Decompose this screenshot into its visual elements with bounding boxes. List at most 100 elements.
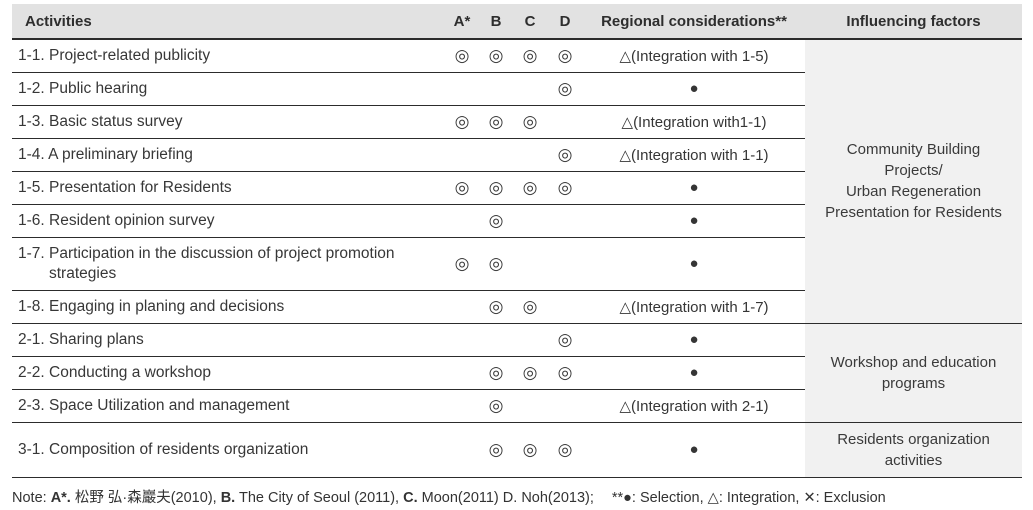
mark-c-cell: [513, 389, 547, 423]
mark-d-cell: [547, 389, 583, 423]
mark-c-cell: [513, 72, 547, 106]
regional-cell: ●: [583, 356, 805, 390]
activity-cell: 1-4. A preliminary briefing: [12, 138, 445, 172]
regional-cell: △(Integration with 1-5): [583, 39, 805, 73]
mark-a-cell: [445, 138, 479, 172]
activity-cell: 1-1. Project-related publicity: [12, 39, 445, 73]
table-row: 1-5. Presentation for Residents ◎ ◎ ◎ ◎ …: [12, 171, 1022, 205]
activity-cell: 1-2. Public hearing: [12, 72, 445, 106]
col-header-c: C: [513, 2, 547, 40]
mark-d-cell: ◎: [547, 323, 583, 357]
mark-b-cell: ◎: [479, 204, 513, 238]
mark-a-cell: ◎: [445, 39, 479, 73]
mark-c-cell: [513, 323, 547, 357]
regional-cell: ●: [583, 72, 805, 106]
activities-table: Activities A* B C D Regional considerati…: [12, 2, 1022, 478]
mark-a-cell: [445, 72, 479, 106]
mark-c-cell: ◎: [513, 290, 547, 324]
table-row: 1-1. Project-related publicity ◎ ◎ ◎ ◎ △…: [12, 39, 1022, 324]
mark-b-cell: ◎: [479, 237, 513, 291]
activity-cell: 1-8. Engaging in planing and decisions: [12, 290, 445, 324]
mark-c-cell: ◎: [513, 356, 547, 390]
mark-b-cell: ◎: [479, 422, 513, 478]
mark-b-cell: ◎: [479, 290, 513, 324]
mark-d-cell: ◎: [547, 356, 583, 390]
mark-c-cell: ◎: [513, 39, 547, 73]
col-header-influencing-factors: Influencing factors: [805, 2, 1022, 40]
regional-cell: △(Integration with 1-7): [583, 290, 805, 324]
mark-a-cell: [445, 323, 479, 357]
regional-cell: △(Integration with 1-1): [583, 138, 805, 172]
note-ref-a-text: 松野 弘·森巖夫(2010),: [70, 489, 221, 506]
mark-b-cell: ◎: [479, 389, 513, 423]
col-header-regional-considerations: Regional considerations**: [583, 2, 805, 40]
mark-b-cell: ◎: [479, 39, 513, 73]
table-row: 1-8. Engaging in planing and decisions ◎…: [12, 290, 1022, 324]
table-row: 3-1. Composition of residents organizati…: [12, 422, 1022, 478]
mark-b-cell: ◎: [479, 356, 513, 390]
regional-cell: △(Integration with 2-1): [583, 389, 805, 423]
col-header-b: B: [479, 2, 513, 40]
regional-cell: ●: [583, 204, 805, 238]
table-row: 1-4. A preliminary briefing ◎ △(Integrat…: [12, 138, 1022, 172]
note-ref-b-label: B.: [220, 489, 236, 506]
table-note: Note: A*. 松野 弘·森巖夫(2010), B. The City of…: [12, 486, 1033, 507]
regional-cell: ●: [583, 237, 805, 291]
mark-b-cell: [479, 323, 513, 357]
mark-b-cell: ◎: [479, 105, 513, 139]
mark-d-cell: [547, 290, 583, 324]
mark-a-cell: ◎: [445, 237, 479, 291]
activity-cell: 1-6. Resident opinion survey: [12, 204, 445, 238]
table-row: 2-3. Space Utilization and management ◎ …: [12, 389, 1022, 423]
mark-a-cell: [445, 422, 479, 478]
activity-cell: 2-1. Sharing plans: [12, 323, 445, 357]
mark-b-cell: [479, 72, 513, 106]
mark-d-cell: ◎: [547, 171, 583, 205]
mark-d-cell: [547, 105, 583, 139]
header-row: Activities A* B C D Regional considerati…: [12, 2, 1022, 40]
influencing-factor-cell: Workshop and education programs: [805, 323, 1022, 423]
activity-cell: 1-7. Participation in the discussion of …: [12, 237, 445, 291]
mark-c-cell: [513, 204, 547, 238]
regional-cell: ●: [583, 323, 805, 357]
mark-d-cell: [547, 204, 583, 238]
note-ref-c-label: C.: [403, 489, 418, 506]
table-row: 2-1. Sharing plans ◎ ● Workshop and educ…: [12, 323, 1022, 423]
mark-d-cell: ◎: [547, 422, 583, 478]
activity-cell: 1-3. Basic status survey: [12, 105, 445, 139]
mark-a-cell: [445, 204, 479, 238]
col-header-d: D: [547, 2, 583, 40]
mark-d-cell: ◎: [547, 39, 583, 73]
mark-c-cell: ◎: [513, 105, 547, 139]
influencing-factor-cell: Community Building Projects/ Urban Regen…: [805, 39, 1022, 324]
note-prefix: Note:: [12, 489, 51, 506]
mark-c-cell: ◎: [513, 171, 547, 205]
table-row: 1-3. Basic status survey ◎ ◎ ◎ △(Integra…: [12, 105, 1022, 139]
activity-cell: 1-5. Presentation for Residents: [12, 171, 445, 205]
regional-cell: △(Integration with1-1): [583, 105, 805, 139]
col-header-a: A*: [445, 2, 479, 40]
mark-a-cell: [445, 356, 479, 390]
mark-a-cell: [445, 290, 479, 324]
table-row: 1-2. Public hearing ◎ ●: [12, 72, 1022, 106]
mark-b-cell: ◎: [479, 171, 513, 205]
mark-d-cell: ◎: [547, 72, 583, 106]
mark-a-cell: ◎: [445, 171, 479, 205]
mark-a-cell: ◎: [445, 105, 479, 139]
influencing-factor-cell: Residents organization activities: [805, 422, 1022, 478]
mark-c-cell: ◎: [513, 422, 547, 478]
mark-b-cell: [479, 138, 513, 172]
activity-cell: 3-1. Composition of residents organizati…: [12, 422, 445, 478]
activity-cell: 2-3. Space Utilization and management: [12, 389, 445, 423]
table-row: 1-7. Participation in the discussion of …: [12, 237, 1022, 291]
activity-cell: 2-2. Conducting a workshop: [12, 356, 445, 390]
note-ref-c-text: Moon(2011) D. Noh(2013);: [417, 489, 594, 506]
mark-d-cell: ◎: [547, 138, 583, 172]
mark-c-cell: [513, 138, 547, 172]
table-row: 1-6. Resident opinion survey ◎ ●: [12, 204, 1022, 238]
mark-a-cell: [445, 389, 479, 423]
note-ref-a-label: A*.: [50, 489, 71, 506]
mark-c-cell: [513, 237, 547, 291]
regional-cell: ●: [583, 422, 805, 478]
